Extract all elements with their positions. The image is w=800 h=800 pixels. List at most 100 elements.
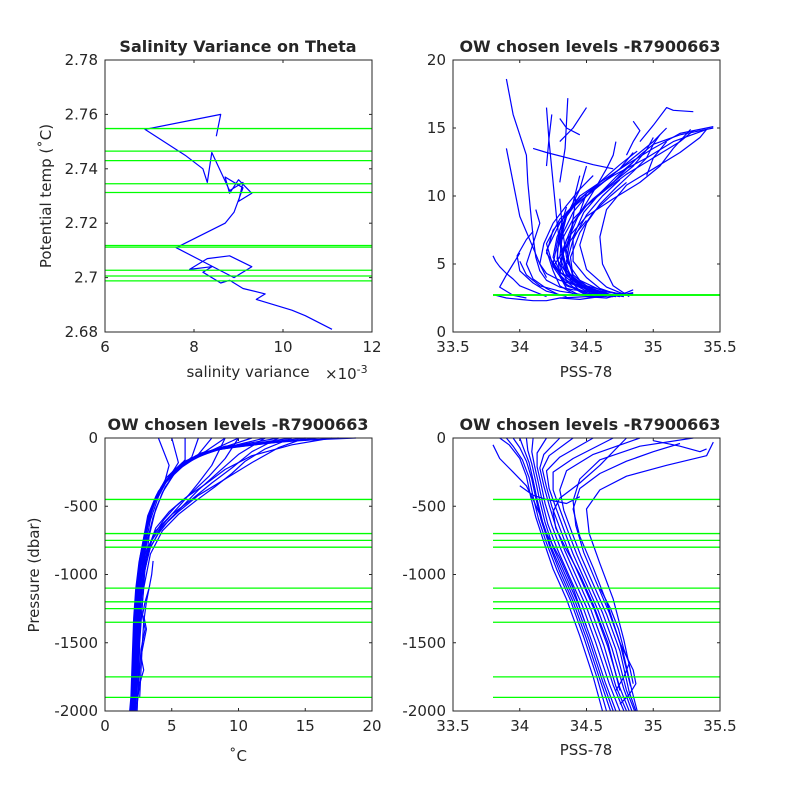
y-axis-label: Pressure (dbar) [25,518,43,633]
profile-line [572,437,694,712]
y-tick-label: 0 [436,323,446,341]
profile-line [499,437,604,712]
chart-title: OW chosen levels -R7900663 [459,415,720,434]
profile-line [545,114,553,167]
profile-line [639,106,694,142]
profile-line [545,437,633,712]
profile-line [144,113,333,330]
profile-line [599,129,708,298]
x-tick-label: 6 [100,338,110,356]
profile-line [565,198,627,296]
profile-line [552,195,581,272]
profile-line [512,437,612,712]
y-tick-label: -1500 [402,634,446,652]
x-tick-label: 5 [167,717,177,735]
y-tick-label: 2.78 [65,51,98,69]
x-tick-label: 33.5 [436,338,469,356]
y-tick-label: 15 [427,119,446,137]
y-tick-label: -2000 [54,702,98,720]
profile-line [545,152,634,295]
y-tick-label: 2.7 [74,269,98,287]
profile-line [559,128,692,296]
y-tick-label: 5 [436,255,446,273]
y-tick-labels: 0 5 10 15 20 [427,51,446,341]
profile-line [572,161,634,296]
x-tick-labels: 0 5 10 15 20 [100,717,381,735]
y-tick-label: 2.74 [65,160,98,178]
profile-line [559,193,588,296]
x-tick-label: 34 [510,338,529,356]
x-tick-labels: 6 8 10 12 [100,338,381,356]
x-tick-label: 34.5 [570,338,603,356]
profile-line [525,209,561,296]
axes-box [104,437,373,712]
chart-title: Salinity Variance on Theta [119,37,356,56]
x-axis-label: PSS-78 [560,363,613,381]
x-tick-label: 34.5 [570,717,603,735]
x-tick-label: 34 [510,717,529,735]
y-tick-label: 2.68 [65,323,98,341]
x-exponent-power: -3 [357,363,368,376]
profile-line [653,440,707,453]
profile-line [539,437,628,712]
profile-line [136,437,293,712]
plot-area [453,438,720,711]
y-tick-label: 10 [427,187,446,205]
x-tick-labels: 33.5 34 34.5 35 35.5 [436,717,736,735]
axes-box [104,59,373,333]
panel-theta-salinity: 33.5 34 34.5 35 35.5 0 5 10 15 20 OW chosen leve… [427,37,737,381]
x-tick-label: 0 [100,717,110,735]
y-tick-label: 0 [436,429,446,447]
profile-line [579,134,661,296]
x-tick-label: 20 [362,717,381,735]
x-tick-label: 33.5 [436,717,469,735]
profile-line [531,437,621,712]
profile-line [505,78,616,298]
profile-line [605,601,637,705]
x-tick-label: 35 [644,717,663,735]
axes-box [452,59,721,333]
x-tick-label: 10 [229,717,248,735]
profile-line [559,150,638,276]
x-tick-label: 8 [189,338,199,356]
profile-line [532,147,614,170]
profile-line [559,137,654,298]
profile-line [569,181,627,298]
profile-line [646,141,668,176]
x-tick-label: 12 [362,338,381,356]
profile-line [135,437,240,712]
y-tick-label: 2.72 [65,214,98,232]
y-tick-labels: 2.68 2.7 2.72 2.74 2.76 2.78 [65,51,98,341]
plot-area [105,60,372,332]
x-exponent-base: ×10 [325,365,357,383]
profile-line [599,127,714,194]
x-tick-label: 10 [273,338,292,356]
profile-line [559,98,569,183]
x-tick-label: 35.5 [703,717,736,735]
y-tick-labels: -2000 -1500 -1000 -500 0 [54,429,98,720]
chosen-level-lines [105,498,372,698]
y-tick-label: -1000 [402,566,446,584]
y-tick-label: 20 [427,51,446,69]
profile-line [519,261,587,296]
y-tick-labels: -2000 -1500 -1000 -500 0 [402,429,446,720]
y-tick-label: -500 [412,497,446,515]
x-axis-label: PSS-78 [560,741,613,759]
axes-box [452,437,721,712]
y-tick-label: -2000 [402,702,446,720]
profile-line [625,120,641,156]
profile-line [136,615,147,705]
chosen-level-lines [493,498,720,698]
profile-line [559,107,588,143]
chart-title: OW chosen levels -R7900663 [459,37,720,56]
x-tick-label: 35 [644,338,663,356]
profile-line [552,437,636,712]
profile-line [516,231,567,298]
x-axis-label: salinity variance [186,363,309,381]
profile-line [505,437,608,712]
y-tick-label: -1500 [54,634,98,652]
y-tick-label: 2.76 [65,105,98,123]
x-tick-labels: 33.5 34 34.5 35 35.5 [436,338,736,356]
profile-line [559,437,641,712]
